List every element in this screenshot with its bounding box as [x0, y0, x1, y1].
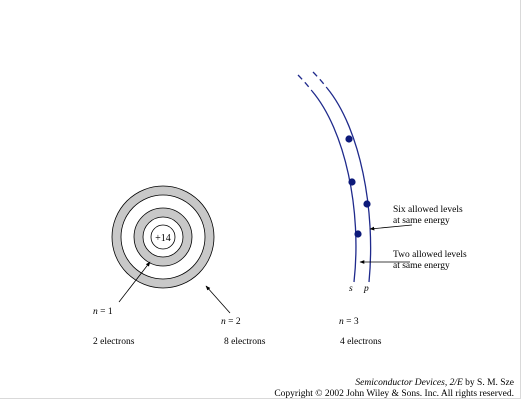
- six-levels-line2: at same energy: [393, 216, 450, 226]
- orbit-p-line: [326, 87, 372, 283]
- electron-3: [363, 200, 371, 208]
- sublevel-s-label: s: [349, 284, 353, 294]
- shell-label-n2: n = 2: [221, 317, 241, 327]
- arrow-six-levels: [369, 224, 413, 231]
- electron-1: [345, 135, 353, 143]
- orbit-p-dashed: [312, 71, 328, 89]
- electron-count-n2: 8 electrons: [224, 337, 266, 347]
- shell-label-n3: n = 3: [339, 317, 359, 327]
- two-levels-line2: at same energy: [393, 261, 450, 271]
- electron-count-n1: 2 electrons: [93, 337, 135, 347]
- electron-2: [348, 178, 356, 186]
- electron-4: [354, 230, 362, 238]
- arrow-n1: [118, 261, 151, 303]
- shell-label-n1: n = 1: [93, 307, 113, 317]
- credit-copyright: Copyright © 2002 John Wiley & Sons. Inc.…: [274, 388, 514, 399]
- nucleus-charge: +14: [155, 233, 171, 244]
- six-levels-line1: Six allowed levels: [393, 205, 463, 215]
- credit-line1: Semiconductor Devices, 2/E by S. M. Sze: [355, 378, 514, 388]
- nucleus: [150, 224, 176, 250]
- orbit-s-line: [311, 90, 357, 283]
- electron-count-n3: 4 electrons: [340, 337, 382, 347]
- sublevel-p-label: p: [363, 284, 369, 294]
- arrow-n2: [205, 285, 231, 314]
- two-levels-line1: Two allowed levels: [393, 250, 467, 260]
- orbit-s-dashed: [297, 74, 313, 92]
